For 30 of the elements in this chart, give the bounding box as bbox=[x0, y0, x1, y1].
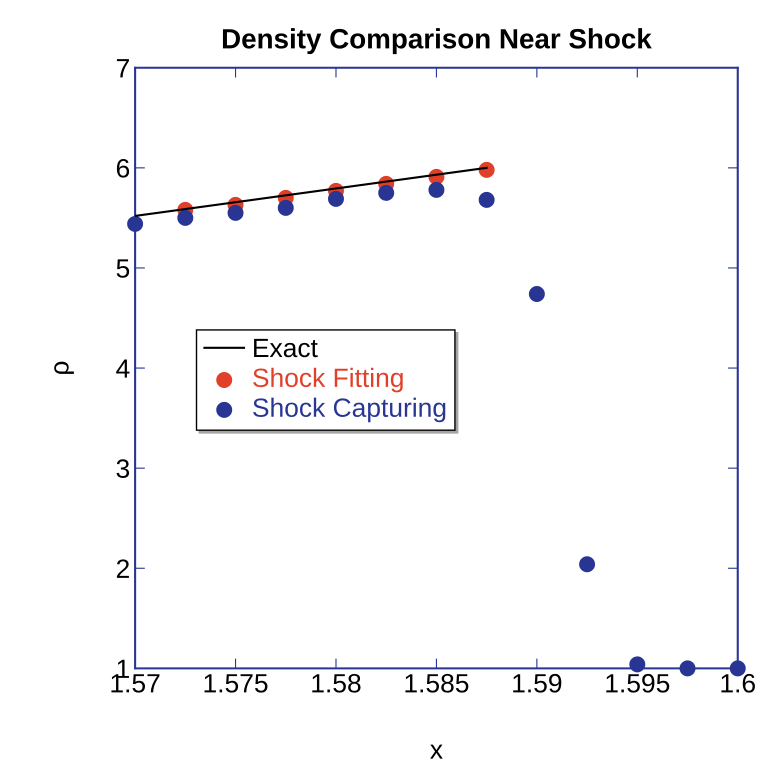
point bbox=[378, 184, 394, 201]
point bbox=[579, 556, 596, 572]
point bbox=[127, 216, 144, 232]
x-tick-label: 1.585 bbox=[405, 674, 468, 693]
y-tick-label: 4 bbox=[116, 359, 130, 378]
point bbox=[428, 182, 444, 198]
y-tick-label: 5 bbox=[116, 259, 130, 278]
point bbox=[278, 200, 294, 216]
point bbox=[228, 204, 244, 221]
y-tick-label: 6 bbox=[116, 158, 130, 178]
legend-label: Shock Capturing bbox=[253, 398, 446, 422]
chart-title: Density Comparison Near Shock bbox=[222, 28, 652, 54]
point bbox=[177, 210, 194, 226]
point bbox=[680, 660, 696, 676]
y-tick-label: 3 bbox=[116, 459, 130, 478]
point bbox=[629, 656, 646, 672]
point bbox=[328, 190, 344, 207]
x-tick-label: 1.6 bbox=[721, 674, 755, 693]
x-tick-label: 1.595 bbox=[606, 674, 670, 693]
x-tick-label: 1.575 bbox=[204, 674, 268, 693]
x-tick-label: 1.59 bbox=[513, 674, 562, 693]
y-axis-title: ρ bbox=[54, 362, 74, 374]
legend-label: Exact bbox=[254, 338, 318, 358]
x-tick-label: 1.58 bbox=[312, 674, 361, 693]
y-tick-label: 7 bbox=[116, 59, 129, 78]
y-tick-label: 2 bbox=[116, 559, 129, 578]
point bbox=[528, 286, 545, 302]
legend-label: Shock Fitting bbox=[253, 368, 403, 392]
x-axis-title: x bbox=[430, 744, 443, 759]
point bbox=[478, 192, 495, 208]
